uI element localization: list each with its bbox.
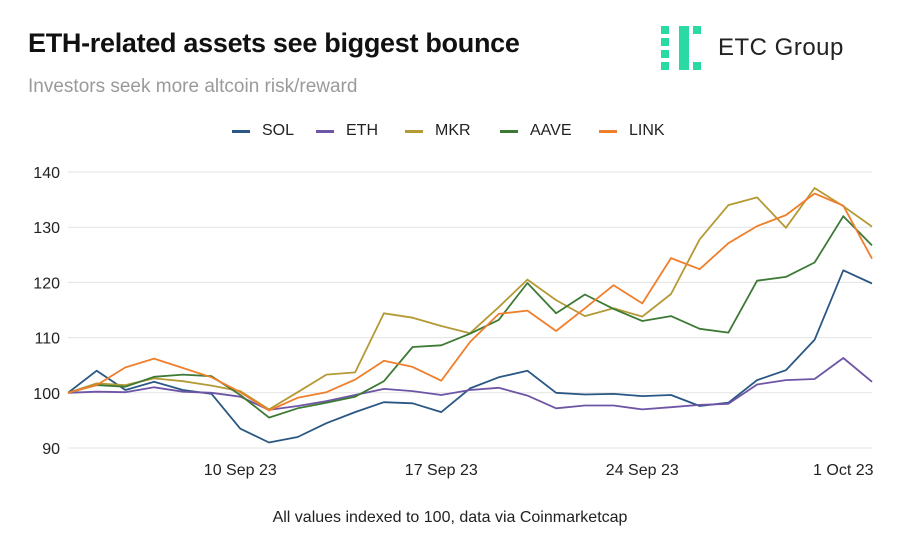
series-line-sol [67,269,873,444]
y-tick-label: 100 [33,386,60,403]
y-tick-label: 140 [33,165,60,182]
legend-swatch [500,129,518,133]
legend-item-mkr: MKR [405,120,471,142]
legend-item-link: LINK [599,120,665,142]
series-line-link [67,192,873,412]
legend-item-aave: AAVE [500,120,572,142]
legend-item-eth: ETH [316,120,378,142]
x-tick-label: 1 Oct 23 [813,462,874,479]
legend-label: LINK [629,122,665,139]
legend-label: MKR [435,122,471,139]
series-line-eth [67,357,873,411]
y-tick-label: 110 [34,331,60,348]
x-tick-label: 24 Sep 23 [606,462,679,479]
etc-group-logo-icon [661,26,701,70]
legend-swatch [316,129,334,133]
y-tick-label: 90 [42,441,60,458]
legend-swatch [232,129,250,133]
line-chart: 90 100 110 120 130 140 10 Sep 23 17 Sep 23 24 Se… [33,165,874,479]
legend-swatch [599,129,617,133]
y-tick-label: 130 [33,220,60,237]
series-line-mkr [67,187,873,411]
legend-label: SOL [262,122,295,139]
y-tick-label: 120 [33,275,60,292]
chart-subtitle: Investors seek more altcoin risk/reward [28,76,358,97]
x-tick-label: 17 Sep 23 [405,462,478,479]
footer-note: All values indexed to 100, data via Coin… [272,509,628,526]
company-logo: ETC Group [658,24,873,72]
legend-swatch [405,129,423,133]
legend-label: AAVE [530,122,572,139]
legend-item-sol: SOL [232,120,294,142]
x-tick-label: 10 Sep 23 [204,462,277,479]
chart-title: ETH-related assets see biggest bounce [28,28,520,58]
logo-text: ETC Group [718,34,844,61]
chart-legend: SOL ETH MKR AAVE LINK [0,120,900,142]
series-line-aave [67,215,873,419]
legend-label: ETH [346,122,378,139]
